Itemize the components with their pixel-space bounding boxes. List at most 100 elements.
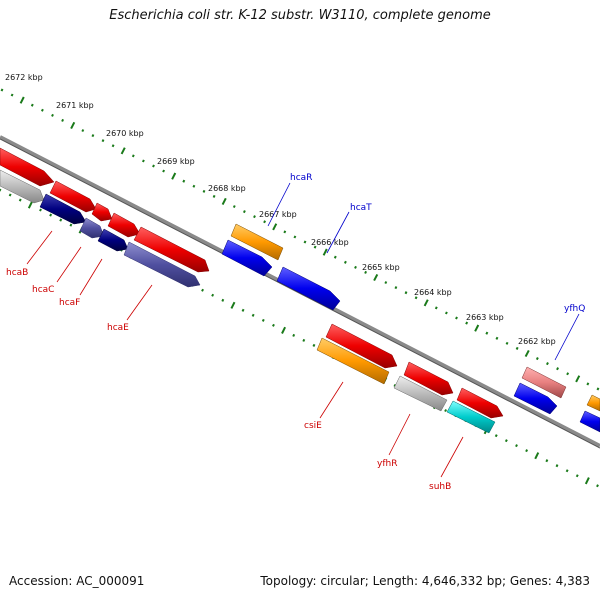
- minor-tick: [0, 88, 4, 92]
- kbp-label: 2666 kbp: [311, 238, 349, 247]
- gene-arrow[interactable]: [456, 387, 504, 419]
- gene-label-hcaB[interactable]: hcaB: [6, 268, 28, 278]
- minor-tick: [444, 311, 448, 315]
- gene-arrow[interactable]: [521, 366, 567, 399]
- accession-text: Accession: AC_000091: [9, 574, 145, 588]
- gene-label-csiE[interactable]: csiE: [304, 421, 322, 431]
- major-tick: [474, 324, 480, 332]
- major-tick: [524, 349, 530, 358]
- minor-tick: [182, 179, 186, 183]
- minor-tick: [253, 215, 256, 219]
- gene-arrow[interactable]: [39, 193, 87, 225]
- minor-tick: [212, 194, 216, 198]
- minor-tick: [251, 313, 255, 317]
- minor-tick: [546, 362, 549, 366]
- minor-tick: [192, 184, 196, 188]
- gene-arrow[interactable]: [513, 382, 558, 415]
- minor-tick: [152, 164, 155, 168]
- minor-tick: [221, 298, 225, 302]
- gene-arrow[interactable]: [579, 410, 600, 433]
- gene-arrow[interactable]: [325, 323, 398, 369]
- gene-label-hcaE[interactable]: hcaE: [107, 323, 129, 333]
- minor-tick: [242, 210, 246, 214]
- minor-tick: [504, 439, 508, 443]
- gene-arrow[interactable]: [221, 239, 273, 277]
- minor-tick: [586, 382, 590, 386]
- gene-label-yfhQ[interactable]: yfhQ: [564, 304, 585, 314]
- minor-tick: [495, 336, 499, 340]
- minor-tick: [18, 198, 22, 202]
- minor-tick: [40, 108, 44, 112]
- minor-tick: [272, 323, 275, 327]
- major-tick: [27, 201, 33, 209]
- gene-arrow[interactable]: [123, 241, 201, 288]
- minor-tick: [545, 459, 549, 463]
- gene-arrow[interactable]: [49, 180, 97, 213]
- kbp-label: 2664 kbp: [414, 288, 452, 297]
- minor-tick: [141, 159, 145, 163]
- gene-label-hcaR[interactable]: hcaR: [290, 173, 312, 183]
- gene-label-suhB[interactable]: suhB: [429, 482, 451, 492]
- gene-label-hcaT[interactable]: hcaT: [350, 203, 372, 213]
- minor-tick: [566, 372, 570, 376]
- gene-arrow[interactable]: [316, 337, 390, 385]
- minor-tick: [434, 306, 438, 310]
- map-title: Escherichia coli str. K-12 substr. W3110…: [109, 8, 491, 23]
- gene-arrow[interactable]: [0, 147, 55, 187]
- gene-arrow[interactable]: [230, 223, 284, 261]
- minor-tick: [515, 346, 519, 350]
- minor-tick: [81, 129, 85, 133]
- gene-arrow[interactable]: [133, 226, 210, 273]
- gene-arrow[interactable]: [0, 169, 45, 204]
- minor-tick: [596, 484, 599, 488]
- gene-arrow[interactable]: [91, 202, 113, 222]
- minor-tick: [91, 134, 95, 138]
- minor-tick: [202, 189, 206, 193]
- minor-tick: [343, 260, 347, 264]
- minor-tick: [556, 367, 559, 371]
- minor-tick: [455, 316, 458, 320]
- kbp-label: 2662 kbp: [518, 337, 556, 346]
- minor-tick: [394, 286, 398, 290]
- gene-arrow[interactable]: [276, 266, 341, 311]
- gene-label-hcaC[interactable]: hcaC: [32, 285, 54, 295]
- gene-label-yfhR[interactable]: yfhR: [377, 459, 397, 469]
- gene-arrow[interactable]: [107, 212, 141, 238]
- minor-tick: [211, 293, 215, 297]
- minor-tick: [162, 169, 166, 173]
- minor-tick: [293, 235, 297, 239]
- gene-arrow[interactable]: [79, 217, 105, 239]
- gene-arrow[interactable]: [393, 375, 448, 412]
- gene-features: [0, 147, 600, 434]
- minor-tick: [364, 270, 368, 274]
- major-tick: [221, 197, 227, 206]
- minor-tick: [39, 208, 42, 212]
- minor-tick: [333, 255, 337, 259]
- kbp-label: 2668 kbp: [208, 184, 246, 193]
- gene-arrow[interactable]: [403, 361, 454, 396]
- minor-tick: [525, 449, 529, 453]
- minor-tick: [101, 139, 105, 143]
- major-tick: [171, 172, 177, 180]
- major-tick: [322, 248, 328, 256]
- minor-tick: [404, 291, 408, 295]
- minor-tick: [565, 469, 569, 473]
- kbp-label: 2667 kbp: [259, 210, 297, 219]
- minor-tick: [261, 318, 265, 322]
- minor-tick: [354, 265, 357, 269]
- gene-leaders: [26, 182, 580, 478]
- major-tick: [584, 477, 590, 485]
- gene-arrow[interactable]: [446, 400, 496, 434]
- minor-tick: [393, 383, 397, 388]
- minor-tick: [444, 409, 448, 413]
- major-tick: [230, 301, 236, 309]
- genome-summary-text: Topology: circular; Length: 4,646,332 bp…: [260, 574, 590, 588]
- gene-label-hcaF[interactable]: hcaF: [59, 298, 80, 308]
- minor-tick: [515, 444, 518, 448]
- kbp-label: 2672 kbp: [5, 73, 43, 82]
- minor-tick: [263, 220, 267, 224]
- outer-tick-ring: [0, 88, 600, 391]
- gene-arrow[interactable]: [97, 228, 129, 252]
- gene-arrow[interactable]: [586, 394, 600, 412]
